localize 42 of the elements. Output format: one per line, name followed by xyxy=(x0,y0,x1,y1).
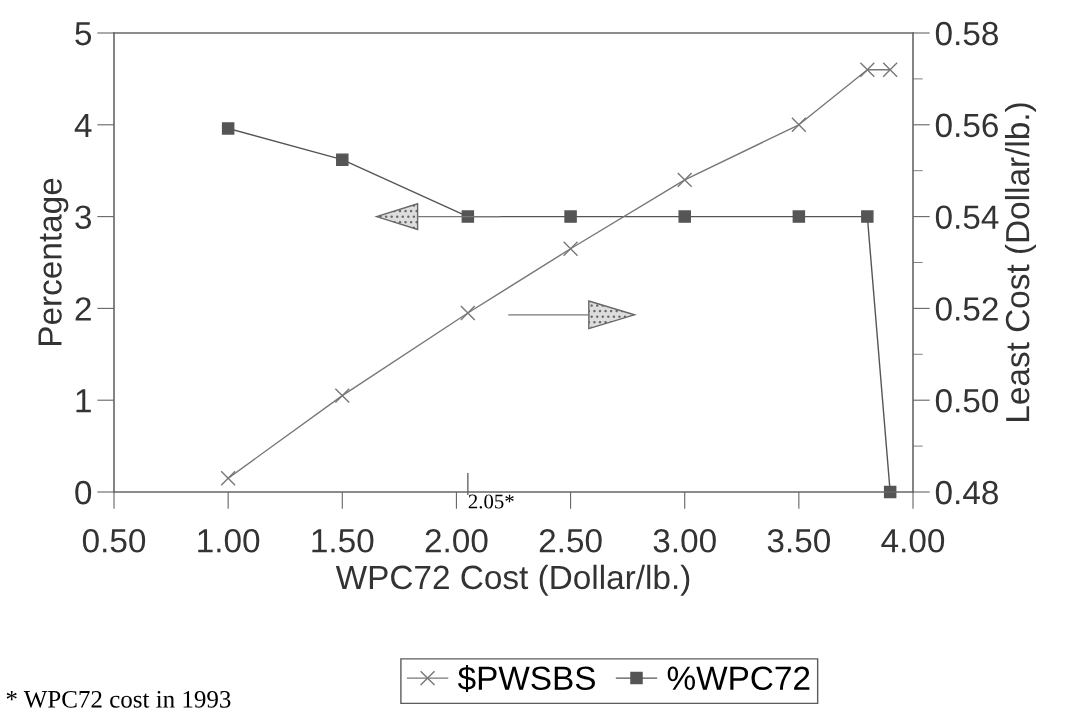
x-tick-label: 1.00 xyxy=(198,528,260,553)
point xyxy=(460,305,476,321)
point xyxy=(791,117,807,133)
y-tick-label: 0 xyxy=(75,480,92,505)
y2-tick-label: 0.50 xyxy=(935,389,999,413)
x-tick-label: 3.50 xyxy=(767,528,830,553)
point xyxy=(461,210,475,223)
point xyxy=(564,210,577,223)
y2-tick-label: 0.56 xyxy=(935,113,998,138)
ref-line-label: 2.05* xyxy=(468,494,514,509)
point xyxy=(792,210,806,223)
x-tick-label: 2.50 xyxy=(539,528,602,553)
y2-tick-label: 0.52 xyxy=(935,297,998,321)
point xyxy=(334,387,350,404)
x-axis-title: WPC72 Cost (Dollar/lb.) xyxy=(335,564,690,596)
x-tick-label: 1.50 xyxy=(312,528,374,553)
legend-label: %WPC72 xyxy=(667,666,810,691)
point xyxy=(859,62,875,78)
y2-tick-label: 0.48 xyxy=(935,480,998,505)
point xyxy=(677,172,693,188)
y2-tick-label: 0.58 xyxy=(935,21,998,46)
point xyxy=(336,153,349,166)
text: * WPC72 cost in 1993 xyxy=(6,690,231,708)
point xyxy=(562,241,579,257)
point xyxy=(882,62,898,78)
point xyxy=(220,470,236,486)
point xyxy=(678,210,691,223)
x-tick-label: 3.00 xyxy=(653,528,716,553)
y-tick-label: 3 xyxy=(75,205,92,230)
y-tick-label: 4 xyxy=(74,113,92,137)
y-axis-title: Percentage xyxy=(38,178,69,346)
x-tick-label: 2.00 xyxy=(425,528,488,553)
y2-axis-title: Least Cost (Dollar/lb.) xyxy=(1004,103,1037,421)
point xyxy=(861,210,874,223)
y-tick-label: 5 xyxy=(75,22,92,46)
y-tick-label: 2 xyxy=(75,297,91,321)
point xyxy=(221,122,235,135)
x-tick-label: 4.00 xyxy=(881,528,945,553)
y-tick-label: 1 xyxy=(76,389,91,413)
legend-label: $PWSBS xyxy=(457,665,595,693)
y2-tick-label: 0.54 xyxy=(935,205,999,230)
x-tick-label: 0.50 xyxy=(82,528,146,553)
